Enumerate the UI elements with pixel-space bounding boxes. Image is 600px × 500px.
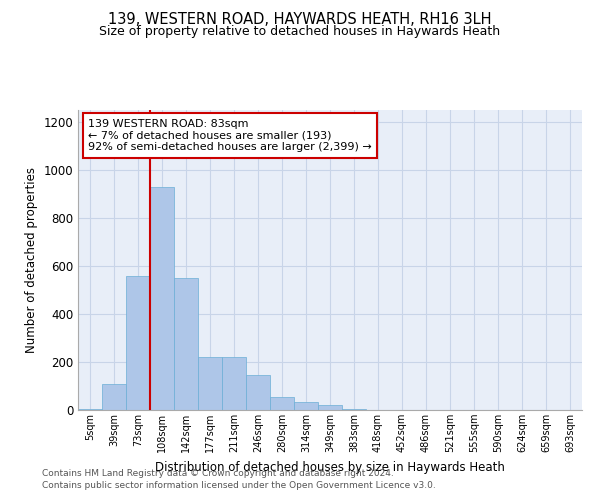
Y-axis label: Number of detached properties: Number of detached properties bbox=[25, 167, 38, 353]
Text: 139 WESTERN ROAD: 83sqm
← 7% of detached houses are smaller (193)
92% of semi-de: 139 WESTERN ROAD: 83sqm ← 7% of detached… bbox=[88, 119, 372, 152]
Bar bbox=[246, 375, 270, 410]
Bar bbox=[198, 357, 222, 410]
X-axis label: Distribution of detached houses by size in Haywards Heath: Distribution of detached houses by size … bbox=[155, 460, 505, 473]
Bar bbox=[270, 397, 294, 410]
Text: Size of property relative to detached houses in Haywards Heath: Size of property relative to detached ho… bbox=[100, 25, 500, 38]
Text: Contains public sector information licensed under the Open Government Licence v3: Contains public sector information licen… bbox=[42, 481, 436, 490]
Bar bbox=[174, 278, 198, 410]
Text: 139, WESTERN ROAD, HAYWARDS HEATH, RH16 3LH: 139, WESTERN ROAD, HAYWARDS HEATH, RH16 … bbox=[108, 12, 492, 28]
Bar bbox=[150, 187, 174, 410]
Bar bbox=[126, 276, 150, 410]
Text: Contains HM Land Registry data © Crown copyright and database right 2024.: Contains HM Land Registry data © Crown c… bbox=[42, 468, 394, 477]
Bar bbox=[342, 409, 366, 410]
Bar bbox=[102, 384, 126, 410]
Bar bbox=[78, 409, 102, 410]
Bar bbox=[294, 402, 318, 410]
Bar bbox=[318, 404, 342, 410]
Bar bbox=[222, 357, 246, 410]
